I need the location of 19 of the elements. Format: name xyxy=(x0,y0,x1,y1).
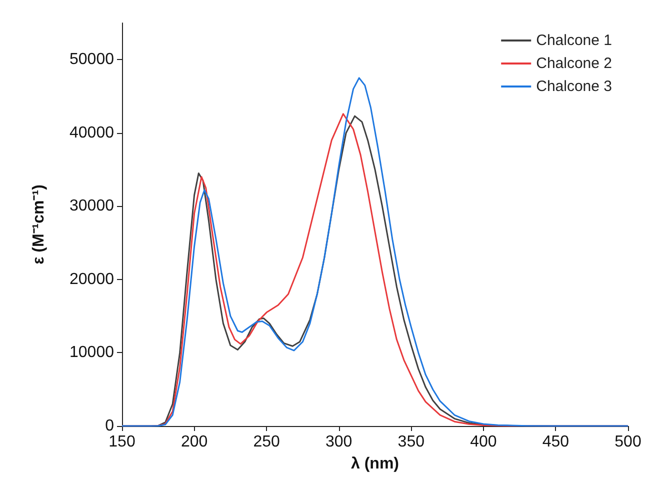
x-tick-label: 150 xyxy=(108,434,136,450)
x-tick-label: 350 xyxy=(398,434,425,450)
x-tick-label: 300 xyxy=(326,434,352,450)
y-axis-title: ε (M⁻¹cm⁻¹) xyxy=(30,184,48,264)
x-tick-label: 250 xyxy=(253,434,280,450)
x-tick-label: 200 xyxy=(180,434,208,450)
y-tick-label: 40000 xyxy=(70,124,114,142)
x-tick-label: 450 xyxy=(542,434,570,450)
y-tick-label: 50000 xyxy=(70,51,114,68)
legend-label: Chalcone 3 xyxy=(536,78,612,95)
legend-label: Chalcone 2 xyxy=(536,55,612,72)
y-tick-label: 20000 xyxy=(70,270,114,288)
y-tick-label: 30000 xyxy=(70,198,114,215)
x-tick-label: 500 xyxy=(614,434,642,450)
x-axis-title: λ (nm) xyxy=(351,456,399,472)
x-tick-label: 400 xyxy=(470,434,497,450)
legend-label: Chalcone 1 xyxy=(536,32,612,49)
y-tick-label: 10000 xyxy=(70,344,114,362)
y-tick-label: 0 xyxy=(105,418,114,434)
